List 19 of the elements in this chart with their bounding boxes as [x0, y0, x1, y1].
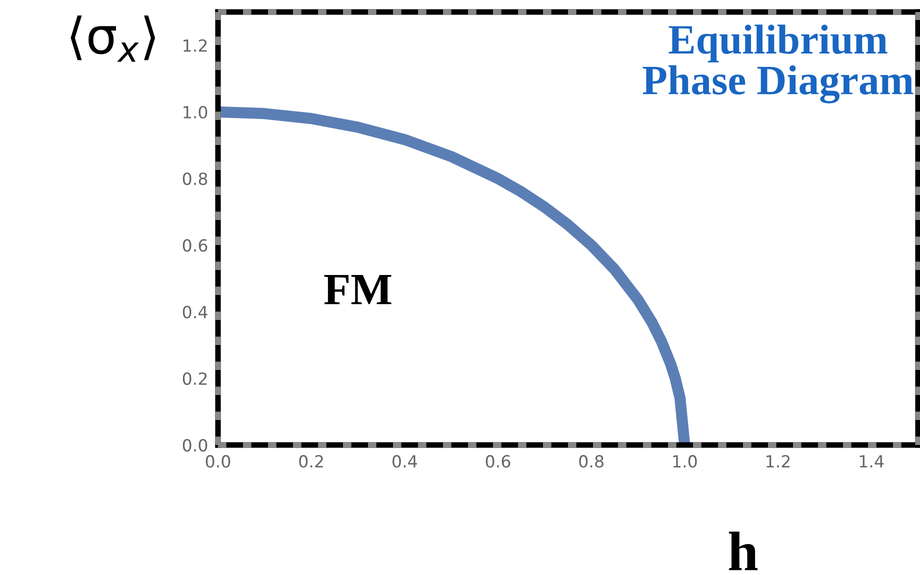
- x-tick-label: 0.2: [299, 455, 323, 468]
- y-axis-title: ⟨σ$_{x}$⟩: [70, 16, 156, 62]
- x-tick-label: 0.4: [392, 455, 417, 468]
- y-tick-label: 0.2: [182, 372, 207, 385]
- y-tick-label: 1.0: [184, 106, 208, 118]
- y-tick-label: 0.8: [182, 172, 208, 186]
- x-tick-label: 1.4: [860, 455, 884, 468]
- y-tick-label: 0.0: [182, 438, 208, 452]
- y-tick-label: 0.4: [182, 306, 208, 318]
- annotation: FM: [324, 275, 392, 304]
- x-tick-label: 1.2: [766, 455, 790, 468]
- x-tick-label: 0.0: [206, 455, 230, 468]
- y-tick-label: 0.6: [182, 239, 208, 252]
- annotation: Equilibrium Phase Diagram: [642, 24, 914, 104]
- x-tick-label: 0.6: [486, 455, 510, 468]
- y-tick-label: 1.2: [184, 39, 207, 52]
- x-tick-label: 1.0: [673, 455, 697, 468]
- x-tick-label: 0.8: [579, 455, 604, 468]
- x-axis-title: h: [728, 532, 758, 570]
